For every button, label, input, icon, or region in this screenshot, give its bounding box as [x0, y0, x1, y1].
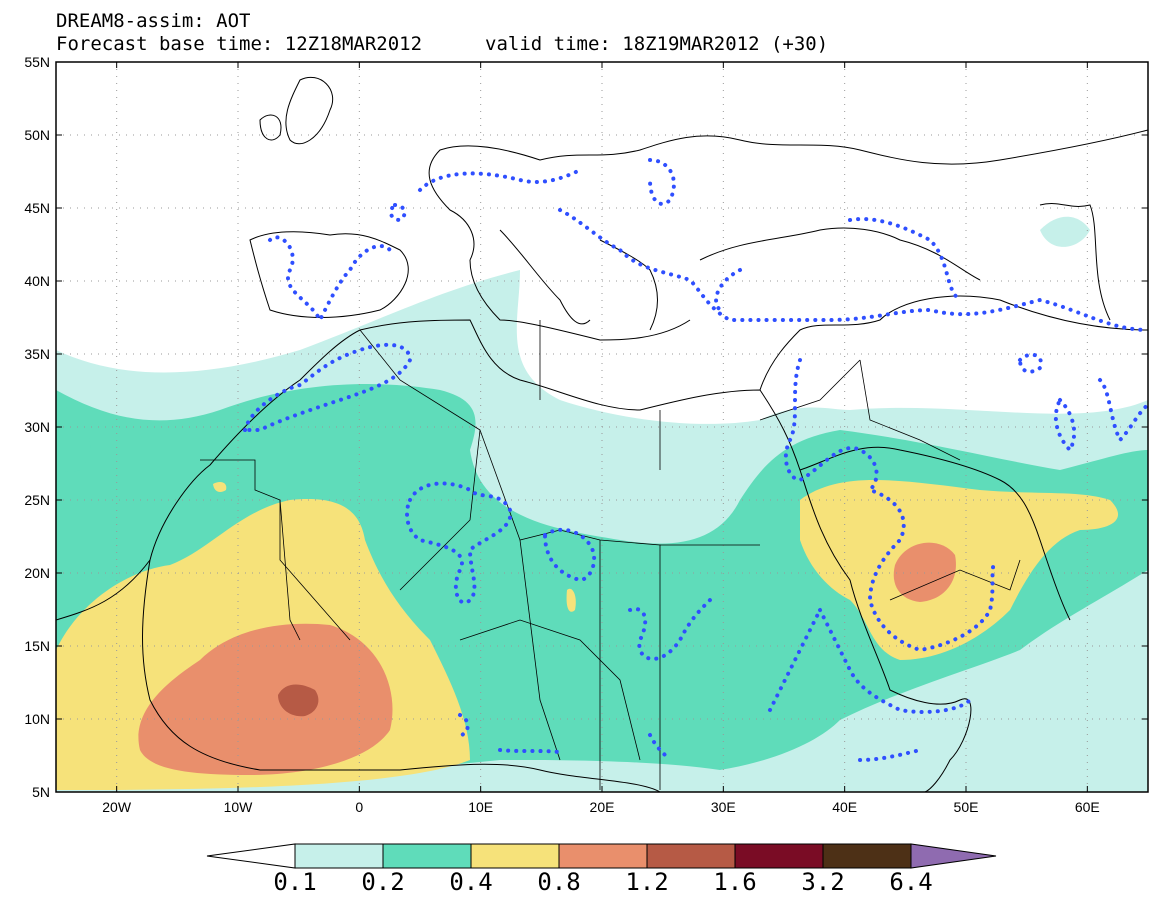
colorbar-swatch — [646, 843, 736, 869]
lat-label: 55N — [24, 54, 50, 70]
lon-label: 20W — [102, 799, 132, 815]
lat-label: 50N — [24, 127, 50, 143]
lat-label: 25N — [24, 492, 50, 508]
lat-label: 20N — [24, 565, 50, 581]
lon-label: 10E — [468, 799, 493, 815]
lon-label: 30E — [711, 799, 736, 815]
lat-label: 45N — [24, 200, 50, 216]
lat-label: 40N — [24, 273, 50, 289]
colorbar-label: 6.4 — [889, 868, 933, 896]
lat-label: 5N — [32, 784, 50, 800]
chart-title: DREAM8-assim: AOT — [56, 10, 251, 32]
colorbar-label: 0.2 — [361, 868, 405, 896]
colorbar-swatch — [470, 843, 560, 869]
colorbar-swatch — [822, 843, 912, 869]
aot-fill-0.8 — [138, 542, 956, 775]
lat-label: 15N — [24, 638, 50, 654]
colorbar-swatch — [734, 843, 824, 869]
coastlines — [56, 76, 1148, 792]
lon-label: 10W — [224, 799, 254, 815]
colorbar-swatch — [382, 843, 472, 869]
aot-contours — [242, 158, 1148, 762]
forecast-base-time: Forecast base time: 12Z18MAR2012 — [56, 33, 423, 55]
lon-label: 0 — [355, 799, 363, 815]
colorbar-label: 1.2 — [625, 868, 669, 896]
colorbar — [206, 843, 997, 869]
map-area — [56, 62, 1148, 792]
colorbar-over-arrow — [910, 843, 997, 869]
colorbar-label: 3.2 — [801, 868, 845, 896]
lat-label: 10N — [24, 711, 50, 727]
country-borders — [200, 320, 1021, 790]
lat-label: 35N — [24, 346, 50, 362]
lon-label: 40E — [832, 799, 857, 815]
colorbar-label: 0.8 — [537, 868, 581, 896]
colorbar-under-arrow — [206, 843, 296, 869]
lon-label: 60E — [1075, 799, 1100, 815]
lat-axis-labels: 55N 50N 45N 40N 35N 30N 25N 20N 15N 10N 5N — [24, 54, 50, 800]
colorbar-swatch — [294, 843, 384, 869]
valid-time: valid time: 18Z19MAR2012 (+30) — [485, 33, 829, 55]
lon-label: 20E — [590, 799, 615, 815]
axis-ticks — [56, 61, 1148, 793]
colorbar-label: 1.6 — [713, 868, 757, 896]
colorbar-swatch — [558, 843, 648, 869]
colorbar-labels: 0.1 0.2 0.4 0.8 1.2 1.6 3.2 6.4 — [0, 868, 1165, 898]
lon-axis-labels: 20W 10W 0 10E 20E 30E 40E 50E 60E — [102, 799, 1100, 815]
lat-lon-grid — [56, 62, 1148, 792]
colorbar-label: 0.1 — [273, 868, 317, 896]
colorbar-label: 0.4 — [449, 868, 493, 896]
lon-label: 50E — [954, 799, 979, 815]
lat-label: 30N — [24, 419, 50, 435]
aot-fill-1.2 — [278, 684, 319, 717]
